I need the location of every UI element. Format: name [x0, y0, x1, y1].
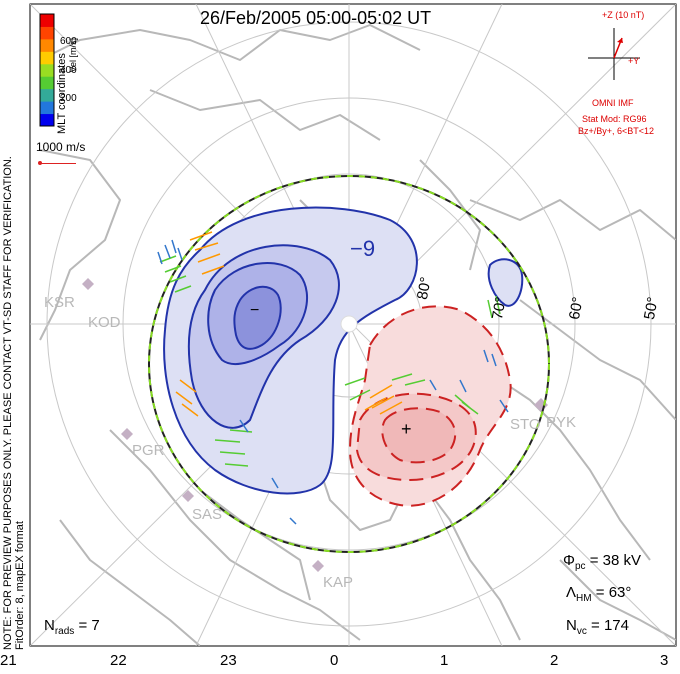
stat-nvc-sub: vc — [576, 626, 587, 637]
neg-cell-contour-3 — [233, 285, 282, 350]
pos-cell-contour-2 — [381, 407, 457, 464]
station-marker-pgr — [121, 428, 133, 440]
stat-nrads-sub: rads — [54, 626, 75, 637]
small-negative-cell — [487, 258, 524, 307]
imf-panel: +Z (10 nT) +Y OMNI IMF Stat Mod: RG96 Bz… — [572, 10, 676, 145]
colorbar-segment — [40, 63, 54, 77]
stat-n-rads: Nrads = 7 — [44, 617, 100, 637]
colorbar-segment — [40, 88, 54, 102]
station-label-ksr: KSR — [44, 294, 75, 311]
imf-condition: Bz+/By+, 6<BT<12 — [578, 126, 655, 136]
station-marker-sas — [182, 490, 194, 502]
mlt-axis: 21 22 23 0 1 2 3 — [0, 648, 680, 674]
colorbar-frame — [39, 13, 55, 127]
scale-vector-dot — [38, 161, 42, 165]
colorbar-tick-200: 200 — [60, 93, 77, 104]
colorbar-segment — [40, 113, 54, 127]
velocity-vectors — [157, 231, 509, 525]
station-label-sas: SAS — [192, 506, 223, 523]
stat-lambda-symbol: Λ — [566, 584, 577, 601]
stat-lambda-value: = 63° — [591, 584, 632, 601]
mlt-tick-0: 0 — [330, 652, 339, 669]
mlt-tick-3: 3 — [660, 652, 669, 669]
imf-stat-mod: Stat Mod: RG96 — [582, 114, 647, 124]
colorbar-segment — [40, 101, 54, 115]
stat-nrads-symbol: N — [44, 617, 55, 634]
colorbar-segment — [40, 26, 54, 40]
contour-label-plus: + — [401, 419, 412, 439]
preview-watermark: NOTE: FOR PREVIEW PURPOSES ONLY. PLEASE … — [2, 156, 14, 650]
scale-vector — [40, 163, 76, 164]
hm-boundary — [148, 175, 550, 553]
stat-lambda-hm: ΛHM = 63° — [566, 584, 631, 604]
station-marker-kap — [312, 560, 324, 572]
colorbar-segment — [40, 38, 54, 52]
colorbar-segment — [40, 14, 54, 27]
stat-nvc-value: = 174 — [586, 617, 629, 634]
station-marker-ksr — [82, 278, 94, 290]
station-label-kap: KAP — [323, 574, 354, 591]
mlt-tick-2: 2 — [550, 652, 559, 669]
imf-y-label: +Y — [628, 56, 640, 66]
fit-order-label: FitOrder: 8, mapEX format — [14, 521, 26, 650]
pole-marker — [340, 315, 358, 333]
station-label-pyk: PYK — [546, 414, 577, 431]
imf-z-label: +Z (10 nT) — [602, 10, 645, 20]
imf-source: OMNI IMF — [592, 98, 634, 108]
stat-n-vc: Nvc = 174 — [566, 617, 629, 637]
stat-nvc-symbol: N — [566, 617, 577, 634]
colorbar-segment — [40, 76, 54, 90]
velocity-colorbar — [39, 13, 55, 127]
contour-label-minus9: −9 — [350, 236, 376, 261]
station-label-pgr: PGR — [132, 442, 165, 459]
colorbar-tick-400: 400 — [60, 65, 77, 76]
mlt-tick-22: 22 — [110, 652, 127, 669]
station-label-sto: STO — [510, 416, 541, 433]
station-label-kod: KOD — [88, 314, 121, 331]
scale-vector-label: 1000 m/s — [36, 140, 86, 154]
stat-phi-sub: pc — [574, 561, 586, 572]
stat-nrads-value: = 7 — [74, 617, 100, 634]
mlt-tick-23: 23 — [220, 652, 237, 669]
colorbar-segment — [40, 51, 54, 65]
contour-label-minus: − — [250, 302, 260, 319]
stat-phi-pc: Φpc = 38 kV — [563, 552, 641, 572]
imf-clock-axes — [588, 28, 640, 80]
mlt-tick-21: 21 — [0, 652, 17, 669]
stat-lambda-sub: HM — [576, 593, 592, 604]
plot-title: 26/Feb/2005 05:00-05:02 UT — [200, 8, 432, 28]
negative-convection-cell — [163, 206, 524, 495]
mlt-tick-1: 1 — [440, 652, 449, 669]
stat-phi-symbol: Φ — [563, 552, 575, 569]
stat-phi-value: = 38 kV — [585, 552, 641, 569]
colorbar-tick-600: 600 — [60, 36, 77, 47]
positive-convection-cell — [348, 305, 512, 507]
